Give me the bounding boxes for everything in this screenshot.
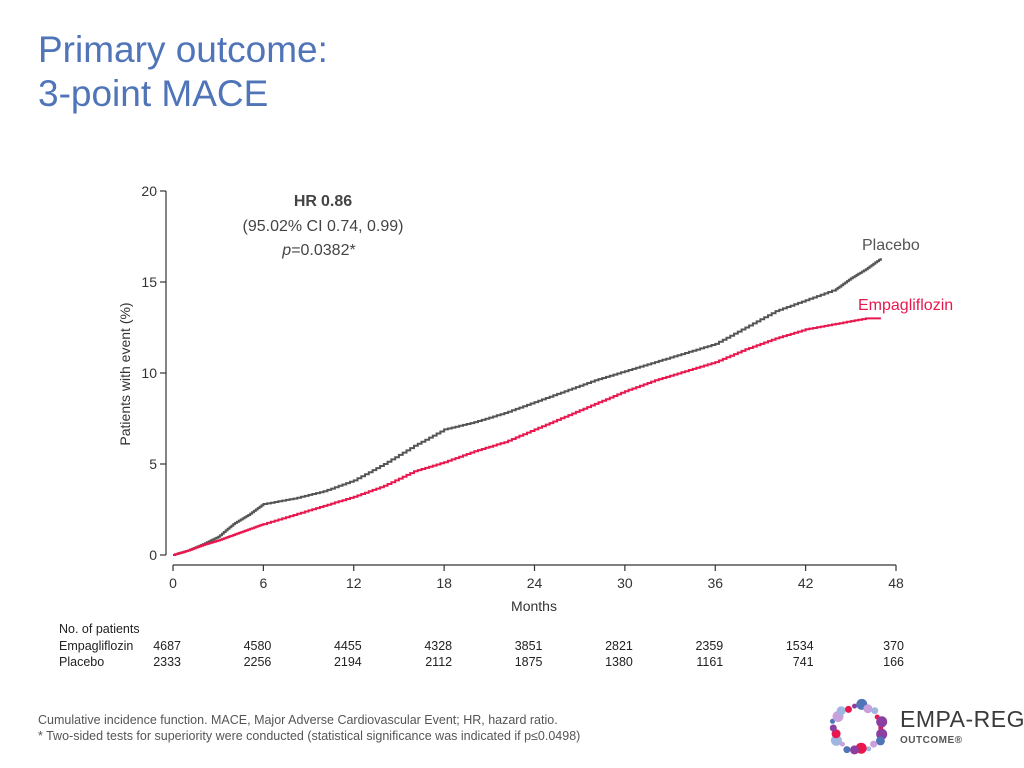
logo-dot: [866, 746, 872, 752]
logo-dot: [876, 716, 888, 728]
logo-mark-icon: [829, 698, 888, 755]
x-tick-label: 12: [346, 575, 362, 591]
slide-title-line2: 3-point MACE: [38, 73, 269, 114]
risk-value: 3851: [515, 639, 543, 653]
hr-annotation: HR 0.86: [294, 193, 352, 210]
logo-dot: [863, 704, 873, 714]
risk-row-label-empagliflozin: Empagliflozin: [59, 639, 133, 653]
kaplan-meier-chart: 0 5 10 15 20 0 6 12 18 24 30 36 42 48 HR 0.86 (95.02%…: [59, 183, 953, 669]
p-value: =0.0382*: [291, 242, 356, 259]
slide-title: Primary outcome: 3-point MACE: [38, 28, 328, 116]
logo-dot: [830, 734, 842, 746]
slide-title-line1: Primary outcome:: [38, 29, 328, 70]
risk-value: 4328: [424, 639, 452, 653]
risk-value: 2256: [244, 655, 272, 669]
risk-row-label-placebo: Placebo: [59, 655, 104, 669]
x-tick-label: 18: [436, 575, 452, 591]
risk-value: 1875: [515, 655, 543, 669]
hr-value: 0.86: [321, 193, 352, 210]
y-axis: 0 5 10 15 20: [141, 183, 167, 563]
footnotes: Cumulative incidence function. MACE, Maj…: [38, 712, 580, 744]
x-tick-label: 24: [527, 575, 543, 591]
x-tick-label: 48: [888, 575, 904, 591]
logo-name: EMPA-REG: [900, 706, 1024, 732]
x-tick-label: 0: [169, 575, 177, 591]
x-axis: 0 6 12 18 24 30 36 42 48: [169, 564, 904, 591]
series-line-empagliflozin: [173, 317, 881, 556]
risk-value: 741: [793, 655, 814, 669]
risk-value: 2333: [153, 655, 181, 669]
risk-value: 1380: [605, 655, 633, 669]
logo-dot: [852, 703, 857, 709]
footnote-2: * Two-sided tests for superiority were c…: [38, 729, 581, 743]
logo-dot: [870, 740, 878, 748]
logo-dot: [845, 705, 852, 713]
y-axis-label: Patients with event (%): [117, 302, 133, 445]
risk-value: 1161: [696, 655, 723, 669]
logo-dot: [829, 724, 837, 732]
logo-dot: [830, 718, 835, 724]
logo-dot: [836, 706, 846, 716]
x-tick-label: 36: [707, 575, 723, 591]
risk-value: 4580: [244, 639, 272, 653]
x-tick-label: 6: [259, 575, 267, 591]
p-symbol: p: [281, 242, 291, 259]
x-tick-label: 30: [617, 575, 633, 591]
ci-annotation: (95.02% CI 0.74, 0.99): [243, 218, 404, 235]
footnote-1: Cumulative incidence function. MACE, Maj…: [38, 713, 558, 727]
logo-dot: [871, 707, 879, 715]
y-tick-label: 10: [141, 365, 157, 381]
series-layer: [173, 258, 882, 556]
x-axis-label: Months: [511, 598, 557, 614]
x-tick-label: 42: [798, 575, 814, 591]
risk-value: 4455: [334, 639, 362, 653]
y-tick-label: 15: [141, 274, 157, 290]
logo-dot: [875, 736, 885, 746]
risk-value: 2359: [695, 639, 723, 653]
legend-label-empagliflozin: Empagliflozin: [858, 297, 953, 314]
empa-reg-logo: EMPA-REG OUTCOME®: [818, 694, 1024, 762]
risk-value: 370: [883, 639, 904, 653]
logo-dot: [843, 746, 851, 754]
y-tick-label: 0: [149, 547, 157, 563]
risk-value: 2821: [605, 639, 633, 653]
p-annotation: p=0.0382*: [281, 242, 355, 259]
hr-label: HR: [294, 193, 318, 210]
y-tick-label: 5: [149, 456, 157, 472]
y-tick-label: 20: [141, 183, 157, 199]
risk-value: 1534: [786, 639, 814, 653]
legend-label-placebo: Placebo: [862, 237, 920, 254]
risk-value: 2112: [425, 655, 452, 669]
logo-sub: OUTCOME®: [900, 735, 963, 746]
risk-value: 2194: [334, 655, 362, 669]
risk-value: 166: [883, 655, 904, 669]
series-line-placebo: [173, 258, 882, 556]
logo-dot: [850, 745, 859, 755]
risk-table-header: No. of patients: [59, 622, 140, 636]
risk-table: No. of patients Empagliflozin Placebo 46…: [59, 622, 904, 669]
risk-value: 4687: [153, 639, 181, 653]
risk-values: 4687 4580 4455 4328 3851 2821 2359 1534 370 2333 2…: [153, 639, 904, 669]
